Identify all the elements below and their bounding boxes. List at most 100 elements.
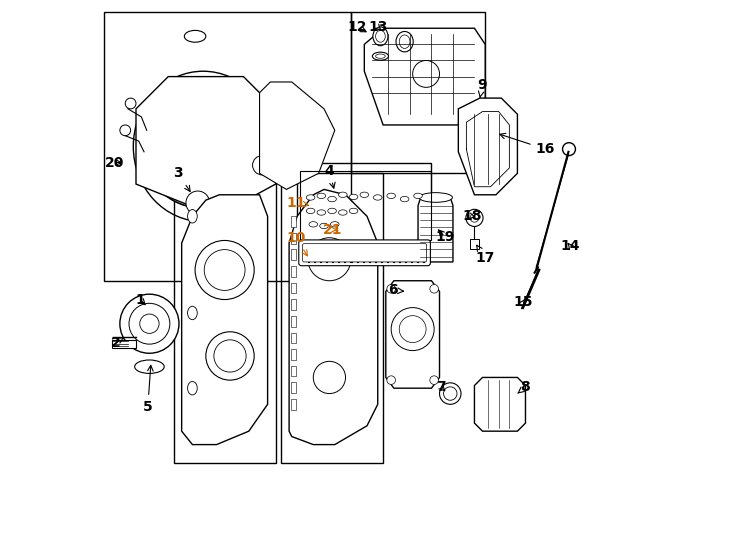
Text: 19: 19: [435, 230, 454, 244]
Ellipse shape: [376, 54, 385, 58]
Ellipse shape: [330, 221, 339, 227]
Circle shape: [387, 285, 396, 293]
FancyBboxPatch shape: [299, 240, 430, 266]
Circle shape: [129, 303, 170, 344]
Text: 5: 5: [143, 366, 153, 414]
Circle shape: [470, 214, 479, 222]
Text: 16: 16: [500, 133, 555, 156]
Text: 8: 8: [517, 380, 531, 394]
Bar: [281, 173, 383, 463]
Ellipse shape: [328, 208, 336, 214]
Ellipse shape: [349, 194, 358, 200]
Circle shape: [120, 125, 131, 136]
Bar: [291, 217, 296, 227]
Text: 3: 3: [173, 166, 190, 192]
Ellipse shape: [306, 208, 315, 214]
Ellipse shape: [188, 210, 197, 223]
Ellipse shape: [443, 387, 457, 400]
Polygon shape: [458, 98, 517, 195]
Bar: [291, 366, 296, 376]
Bar: [470, 239, 479, 248]
Ellipse shape: [373, 27, 388, 46]
Text: 12: 12: [348, 20, 367, 34]
Circle shape: [399, 316, 426, 342]
Polygon shape: [418, 198, 453, 262]
Ellipse shape: [188, 306, 197, 320]
Ellipse shape: [188, 381, 197, 395]
Circle shape: [158, 101, 249, 192]
Text: 4: 4: [324, 164, 335, 188]
Circle shape: [466, 210, 483, 226]
Ellipse shape: [440, 383, 461, 404]
Circle shape: [186, 191, 210, 215]
Ellipse shape: [349, 208, 358, 214]
Text: 13: 13: [368, 20, 388, 34]
Ellipse shape: [338, 192, 347, 198]
Polygon shape: [289, 190, 378, 444]
Circle shape: [430, 285, 438, 293]
Bar: [291, 266, 296, 277]
Bar: [103, 12, 351, 281]
Circle shape: [313, 361, 346, 394]
Text: 21: 21: [323, 222, 342, 237]
Circle shape: [174, 117, 233, 176]
Circle shape: [413, 60, 440, 87]
Bar: [291, 233, 296, 244]
Ellipse shape: [387, 193, 396, 199]
Ellipse shape: [374, 195, 382, 200]
Text: 20: 20: [105, 156, 124, 170]
Text: 9: 9: [478, 78, 487, 97]
Circle shape: [204, 249, 245, 291]
Text: 15: 15: [513, 295, 533, 309]
Circle shape: [562, 143, 575, 156]
Bar: [291, 349, 296, 360]
Circle shape: [126, 98, 136, 109]
Ellipse shape: [134, 360, 164, 374]
Text: 14: 14: [560, 239, 580, 253]
Circle shape: [391, 308, 434, 350]
Bar: [297, 163, 432, 243]
Text: 17: 17: [476, 245, 495, 265]
Bar: [291, 299, 296, 310]
Ellipse shape: [399, 35, 410, 49]
Text: 2: 2: [111, 335, 123, 349]
Ellipse shape: [328, 197, 336, 202]
Ellipse shape: [317, 193, 326, 199]
Ellipse shape: [400, 197, 409, 202]
Bar: [291, 283, 296, 293]
Bar: [351, 12, 485, 173]
Bar: [291, 382, 296, 393]
Ellipse shape: [309, 221, 318, 227]
Text: 1: 1: [135, 293, 145, 307]
Ellipse shape: [338, 210, 347, 215]
Circle shape: [195, 240, 254, 300]
Polygon shape: [260, 82, 335, 190]
Ellipse shape: [372, 52, 388, 60]
Circle shape: [308, 238, 351, 281]
Text: 7: 7: [436, 380, 446, 394]
Polygon shape: [386, 281, 440, 388]
Circle shape: [120, 294, 179, 353]
Bar: [291, 249, 296, 260]
Ellipse shape: [306, 195, 315, 200]
Circle shape: [430, 376, 438, 384]
Ellipse shape: [396, 31, 413, 52]
Circle shape: [206, 332, 254, 380]
Bar: [291, 316, 296, 327]
Ellipse shape: [360, 192, 368, 198]
Bar: [300, 171, 432, 240]
Text: 6: 6: [388, 284, 404, 298]
Bar: [291, 399, 296, 410]
Bar: [112, 340, 136, 348]
Circle shape: [252, 156, 272, 175]
Ellipse shape: [376, 30, 385, 42]
Text: 10: 10: [286, 231, 308, 256]
Polygon shape: [136, 77, 276, 217]
Polygon shape: [364, 28, 485, 125]
Circle shape: [214, 340, 246, 372]
Ellipse shape: [419, 193, 452, 202]
Ellipse shape: [414, 193, 422, 199]
Circle shape: [387, 376, 396, 384]
Bar: [174, 173, 276, 463]
Polygon shape: [474, 377, 526, 431]
